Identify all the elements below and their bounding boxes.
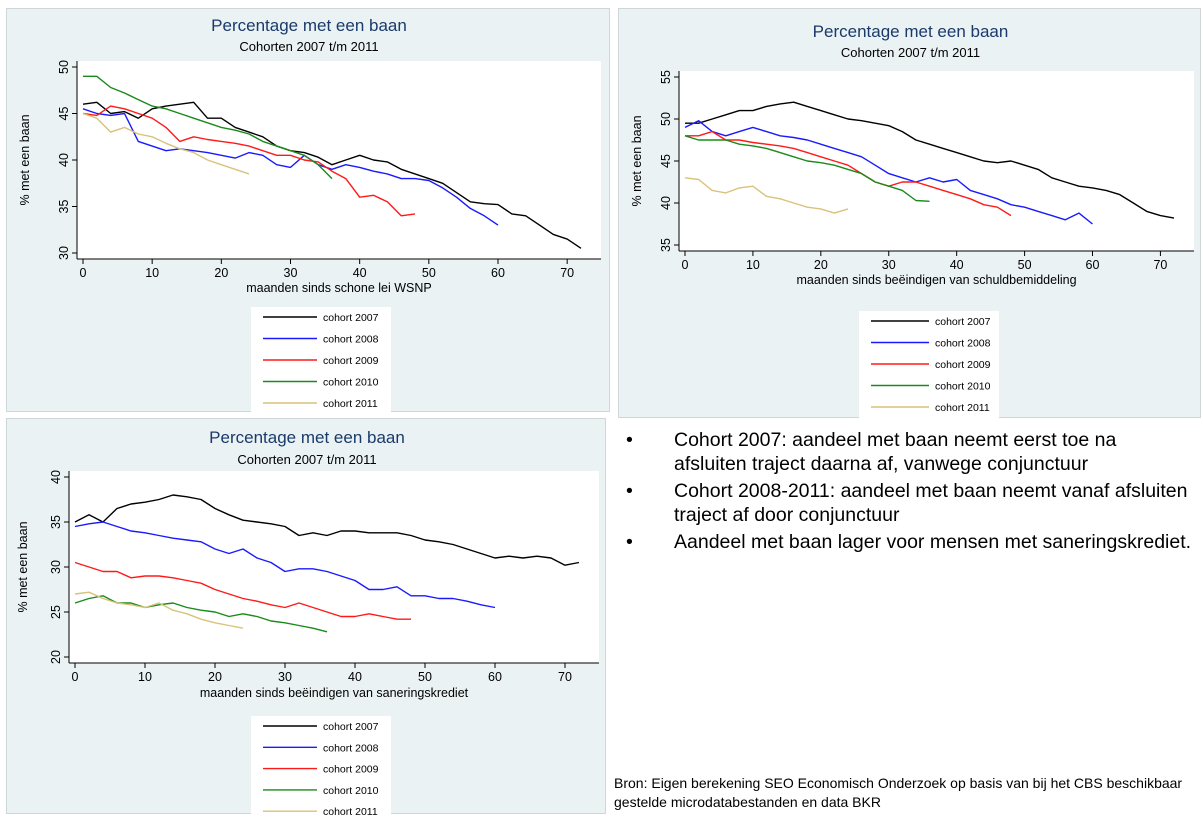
y-tick-label: 45	[57, 107, 71, 121]
legend-label: cohort 2007	[935, 316, 991, 328]
findings-list: Cohort 2007: aandeel met baan neemt eers…	[624, 428, 1194, 554]
x-tick-label: 10	[746, 258, 760, 272]
x-tick-label: 40	[353, 266, 367, 280]
y-tick-label: 35	[57, 200, 71, 214]
x-tick-label: 0	[72, 670, 79, 684]
series-line-cohort-2008	[74, 521, 496, 609]
legend-box	[859, 311, 999, 419]
x-tick-label: 20	[208, 670, 222, 684]
chart-panel-schuldbemiddeling: Percentage met een baan Cohorten 2007 t/m…	[618, 8, 1201, 419]
legend-label: cohort 2011	[323, 806, 378, 815]
plot-area	[69, 471, 599, 663]
x-tick-label: 20	[214, 266, 228, 280]
series-line-cohort-2007	[685, 101, 1175, 219]
y-tick-label: 50	[57, 60, 71, 74]
y-tick-label: 30	[49, 560, 63, 574]
x-tick-label: 70	[560, 266, 574, 280]
x-axis-label: maanden sinds beëindigen van saneringskr…	[200, 686, 469, 700]
finding-item: Aandeel met baan lager voor mensen met s…	[624, 530, 1194, 554]
y-tick-label: 20	[49, 650, 63, 664]
x-tick-label: 50	[422, 266, 436, 280]
x-tick-label: 0	[80, 266, 87, 280]
legend-label: cohort 2009	[935, 359, 991, 371]
series-line-cohort-2011	[684, 177, 849, 214]
x-tick-label: 30	[284, 266, 298, 280]
legend-label: cohort 2008	[323, 742, 379, 754]
x-tick-label: 60	[491, 266, 505, 280]
x-axis-label: maanden sinds schone lei WSNP	[246, 281, 432, 295]
x-tick-label: 40	[950, 258, 964, 272]
chart-title: Percentage met een baan	[209, 428, 405, 447]
y-tick-label: 40	[659, 196, 673, 210]
series-line-cohort-2010	[684, 135, 930, 202]
x-tick-label: 10	[138, 670, 152, 684]
x-tick-label: 50	[418, 670, 432, 684]
series-line-cohort-2011	[82, 112, 250, 175]
plot-area	[679, 71, 1194, 251]
x-tick-label: 30	[278, 670, 292, 684]
chart-panel-saneringskrediet: Percentage met een baan Cohorten 2007 t/m…	[6, 418, 606, 815]
x-tick-label: 60	[1086, 258, 1100, 272]
legend-label: cohort 2010	[323, 377, 379, 389]
chart-subtitle: Cohorten 2007 t/m 2011	[237, 452, 376, 467]
chart-title: Percentage met een baan	[813, 22, 1009, 41]
y-tick-label: 35	[659, 238, 673, 252]
legend-label: cohort 2010	[323, 785, 379, 797]
plot-area	[77, 61, 601, 259]
legend-label: cohort 2009	[323, 355, 379, 367]
legend-label: cohort 2008	[323, 334, 379, 346]
chart-saneringskrediet: Percentage met een baan Cohorten 2007 t/m…	[16, 428, 599, 815]
x-axis-label: maanden sinds beëindigen van schuldbemid…	[796, 273, 1076, 287]
chart-title: Percentage met een baan	[211, 16, 407, 35]
legend-label: cohort 2007	[323, 312, 379, 324]
finding-item: Cohort 2007: aandeel met baan neemt eers…	[624, 428, 1194, 476]
legend-box	[251, 716, 391, 815]
x-tick-label: 60	[488, 670, 502, 684]
y-tick-label: 30	[57, 246, 71, 260]
y-axis-label: % met een baan	[16, 521, 30, 612]
series-line-cohort-2009	[82, 105, 416, 217]
legend-label: cohort 2011	[935, 402, 990, 414]
x-tick-label: 70	[558, 670, 572, 684]
x-tick-label: 20	[814, 258, 828, 272]
chart-wsnp: Percentage met een baan Cohorten 2007 t/m…	[18, 16, 601, 413]
y-tick-label: 40	[57, 153, 71, 167]
y-tick-label: 40	[49, 470, 63, 484]
y-tick-label: 35	[49, 515, 63, 529]
y-axis-label: % met een baan	[630, 115, 644, 206]
chart-subtitle: Cohorten 2007 t/m 2011	[841, 45, 980, 60]
x-tick-label: 40	[348, 670, 362, 684]
legend-label: cohort 2008	[935, 338, 991, 350]
series-line-cohort-2007	[82, 101, 582, 249]
y-tick-label: 45	[659, 154, 673, 168]
x-tick-label: 0	[682, 258, 689, 272]
series-line-cohort-2008	[684, 120, 1093, 225]
legend-label: cohort 2007	[323, 721, 379, 733]
series-line-cohort-2011	[74, 591, 244, 629]
y-tick-label: 50	[659, 112, 673, 126]
series-line-cohort-2009	[74, 561, 411, 620]
legend-label: cohort 2010	[935, 381, 991, 393]
x-tick-label: 10	[145, 266, 159, 280]
series-line-cohort-2010	[83, 75, 333, 180]
findings-notes: Cohort 2007: aandeel met baan neemt eers…	[624, 428, 1194, 557]
chart-subtitle: Cohorten 2007 t/m 2011	[239, 39, 378, 54]
x-tick-label: 50	[1018, 258, 1032, 272]
series-line-cohort-2008	[82, 108, 499, 226]
chart-schuldbemiddeling: Percentage met een baan Cohorten 2007 t/m…	[630, 22, 1194, 419]
y-tick-label: 25	[49, 605, 63, 619]
series-line-cohort-2009	[685, 130, 1012, 217]
source-note: Bron: Eigen berekening SEO Economisch On…	[614, 775, 1183, 810]
y-axis-label: % met een baan	[18, 114, 32, 205]
x-tick-label: 70	[1153, 258, 1167, 272]
legend-label: cohort 2011	[323, 398, 378, 410]
x-tick-label: 30	[882, 258, 896, 272]
chart-panel-wsnp: Percentage met een baan Cohorten 2007 t/m…	[6, 8, 610, 413]
legend-label: cohort 2009	[323, 764, 379, 776]
series-line-cohort-2007	[74, 494, 580, 566]
finding-item: Cohort 2008-2011: aandeel met baan neemt…	[624, 479, 1194, 527]
y-tick-label: 55	[659, 70, 673, 84]
